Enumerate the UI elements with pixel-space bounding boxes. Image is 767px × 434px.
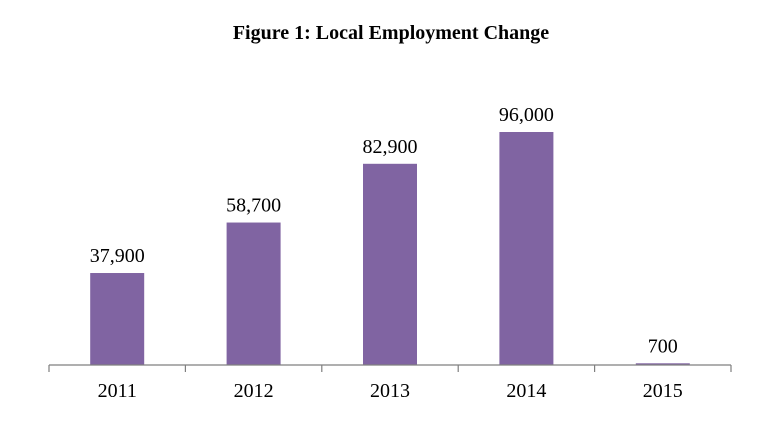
x-tick-label-2014: 2014	[506, 380, 546, 402]
bar-2014	[499, 132, 554, 365]
bars-group	[90, 132, 690, 365]
bar-2015	[635, 363, 690, 365]
bar-2012	[226, 222, 281, 365]
data-label-2015: 700	[648, 335, 678, 357]
x-axis: 2011 2012 2013 2014 2015	[48, 364, 732, 402]
x-tick-label-2012: 2012	[234, 380, 274, 402]
data-labels-group: 37,900 58,700 82,900 96,000 700	[90, 104, 678, 357]
data-label-2011: 37,900	[90, 245, 145, 267]
data-label-2014: 96,000	[499, 104, 554, 126]
bar-2013	[363, 163, 417, 365]
x-tick-label-2011: 2011	[98, 380, 137, 402]
data-label-2012: 58,700	[226, 195, 281, 217]
x-tick-label-2015: 2015	[643, 380, 683, 402]
x-tick-label-2013: 2013	[370, 380, 410, 402]
bar-2011	[90, 273, 145, 365]
chart-title: Figure 1: Local Employment Change	[233, 22, 549, 44]
data-label-2013: 82,900	[363, 136, 418, 158]
